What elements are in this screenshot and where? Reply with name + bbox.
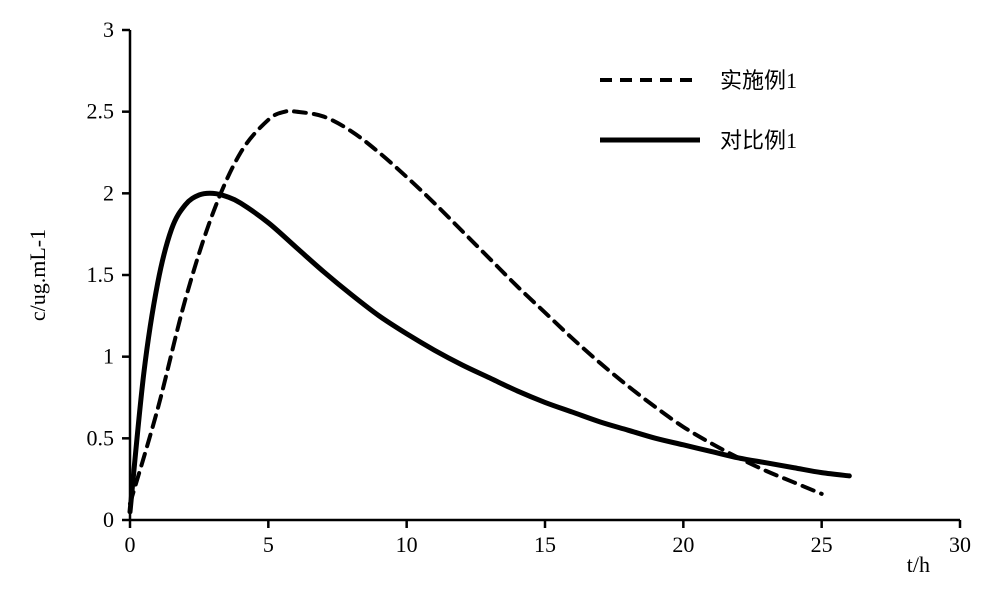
- chart-svg: 0 5 10 15 20 25 30 0 0.5 1 1.5 2 2.5 3 t/h c/ug.mL-1 实施例…: [0, 0, 1000, 597]
- x-tick-label: 20: [672, 532, 694, 557]
- y-tick-label: 1: [103, 344, 114, 369]
- y-tick-label: 3: [103, 17, 114, 42]
- x-tick-label: 5: [263, 532, 274, 557]
- y-axis-title: c/ug.mL-1: [25, 229, 50, 321]
- x-tick-label: 30: [949, 532, 971, 557]
- y-tick-label: 2.5: [87, 99, 115, 124]
- y-tick-label: 1.5: [87, 262, 115, 287]
- x-tick-label: 10: [396, 532, 418, 557]
- y-tick-label: 0.5: [87, 425, 115, 450]
- legend-label: 对比例1: [720, 128, 797, 153]
- y-tick-label: 0: [103, 507, 114, 532]
- legend-label: 实施例1: [720, 68, 797, 93]
- x-axis-title: t/h: [907, 552, 930, 577]
- x-tick-label: 25: [811, 532, 833, 557]
- y-tick-label: 2: [103, 180, 114, 205]
- x-tick-label: 15: [534, 532, 556, 557]
- pk-curve-chart: 0 5 10 15 20 25 30 0 0.5 1 1.5 2 2.5 3 t/h c/ug.mL-1 实施例…: [0, 0, 1000, 597]
- x-tick-label: 0: [125, 532, 136, 557]
- chart-bg: [0, 0, 1000, 597]
